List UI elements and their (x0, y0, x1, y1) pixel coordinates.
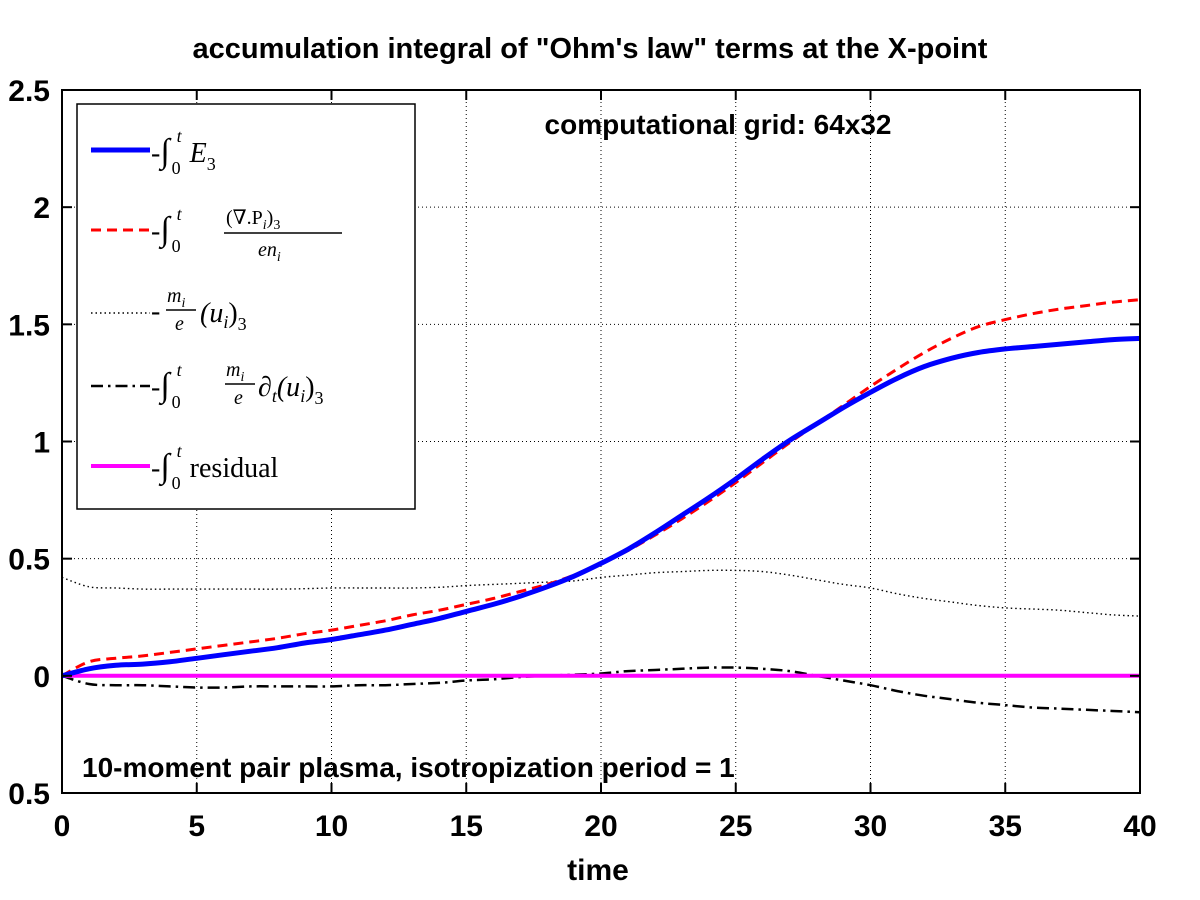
y-tick-label: 0.5 (8, 778, 50, 811)
legend-label-residual: -∫ 0tresidual (151, 441, 279, 493)
annotation-grid: computational grid: 64x32 (545, 109, 892, 140)
x-tick-label: 15 (450, 810, 483, 843)
x-tick-label: 0 (54, 810, 71, 843)
legend-entry-divp: -∫ 0t (∇.Pi)3 eni (91, 204, 342, 265)
legend-entry-e3: -∫ 0tE3 (91, 126, 216, 178)
series-line-e3 (61, 335, 1141, 679)
y-tick-label: 0 (33, 661, 50, 694)
legend-box (76, 103, 416, 510)
legend-fraction-denominator-ui: e (175, 313, 184, 335)
y-tick-label: 2 (33, 192, 50, 225)
legend-integral-dtui: -∫ 0t (151, 360, 183, 412)
x-tick-label: 5 (188, 810, 205, 843)
legend-entry-residual: -∫ 0tresidual (91, 441, 279, 493)
axis-ticks (61, 89, 1141, 794)
x-tick-labels: 0 5 10 15 20 25 30 35 40 (54, 810, 1157, 843)
y-tick-label: 0.5 (8, 544, 50, 577)
legend-fraction-numerator-ui: mi (167, 285, 185, 311)
y-tick-labels: 0.5 0 0.5 1 1.5 2 2.5 (8, 75, 50, 811)
annotation-plasma: 10-moment pair plasma, isotropization pe… (82, 752, 735, 783)
legend-entry-dtui: -∫ 0t mi e ∂t(ui)3 (91, 359, 324, 412)
legend-label-ui: (ui)3 (200, 298, 247, 334)
legend-label-divp: -∫ 0t (151, 204, 183, 256)
y-tick-label: 1 (33, 427, 50, 460)
series-group (61, 298, 1141, 714)
legend-dash-ui: - (151, 296, 160, 327)
legend-fraction-denominator-divp: eni (258, 239, 281, 265)
legend: -∫ 0tE3 -∫ 0t (∇.Pi)3 eni - mi e (ui)3 -∫ 0… (76, 103, 416, 510)
x-tick-label: 40 (1123, 810, 1156, 843)
x-tick-label: 25 (719, 810, 752, 843)
legend-label-dtui: ∂t(ui)3 (258, 372, 324, 408)
legend-fraction-numerator-dtui: mi (226, 359, 244, 385)
x-tick-label: 30 (854, 810, 887, 843)
legend-fraction-numerator-divp: (∇.Pi)3 (226, 207, 280, 233)
x-axis-label: time (567, 854, 629, 887)
series-line-dtui (61, 666, 1141, 714)
legend-entry-ui: - mi e (ui)3 (91, 285, 247, 335)
x-tick-label: 20 (584, 810, 617, 843)
y-tick-label: 2.5 (8, 75, 50, 108)
x-tick-label: 10 (315, 810, 348, 843)
chart-title: accumulation integral of "Ohm's law" ter… (193, 33, 988, 65)
series-line-ui (61, 569, 1141, 617)
x-tick-label: 35 (989, 810, 1022, 843)
legend-label-e3: -∫ 0tE3 (151, 126, 216, 178)
y-tick-label: 1.5 (8, 309, 50, 342)
legend-fraction-denominator-dtui: e (234, 387, 243, 409)
